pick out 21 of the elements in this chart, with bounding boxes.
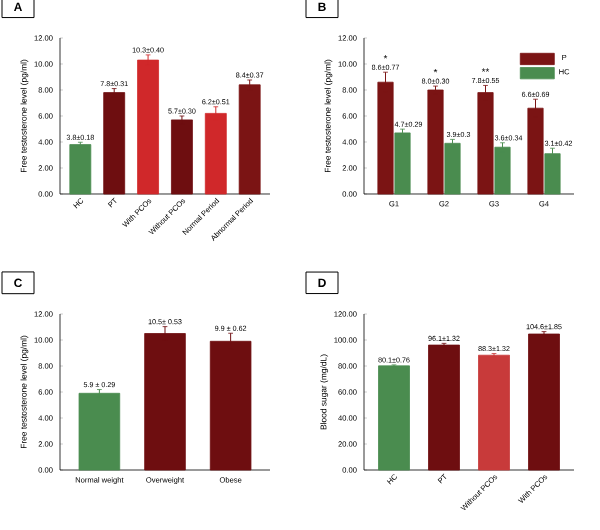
bar [528, 333, 560, 471]
bar [444, 142, 461, 195]
bar [103, 92, 126, 195]
bar [78, 392, 121, 471]
bar [527, 107, 544, 195]
bar [137, 59, 159, 195]
bar [238, 84, 261, 195]
bar [494, 146, 511, 195]
bar [377, 81, 394, 195]
bar [544, 153, 561, 195]
bar [144, 333, 186, 471]
bar [209, 340, 252, 471]
bar [171, 119, 193, 195]
bar [69, 144, 92, 195]
bar [427, 89, 444, 195]
bar [477, 92, 494, 195]
bar [378, 365, 410, 471]
bar [428, 344, 460, 471]
bar [204, 113, 227, 195]
bar [394, 132, 411, 195]
bar [478, 354, 510, 471]
